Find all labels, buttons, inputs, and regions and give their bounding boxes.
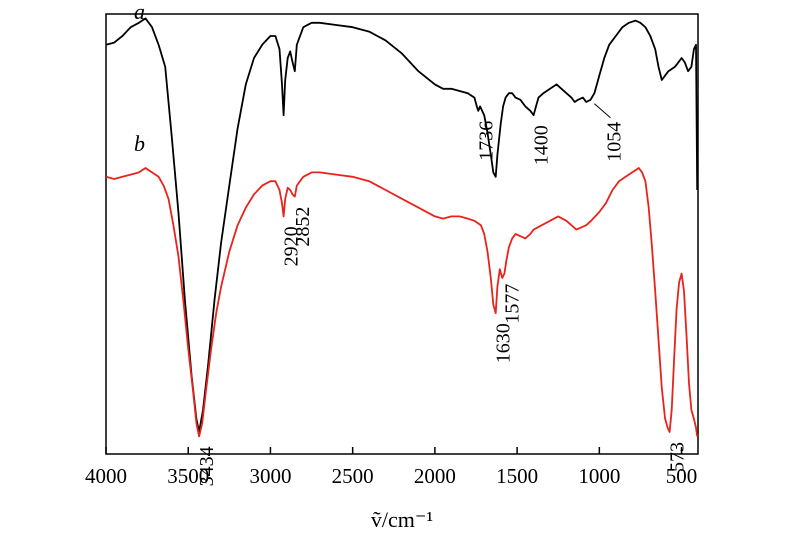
x-tick-label-2500: 2500 (332, 464, 374, 488)
x-tick-label-2000: 2000 (414, 464, 456, 488)
x-tick-label-3000: 3000 (249, 464, 291, 488)
x-tick-labels: 4000 3500 3000 2500 2000 1500 1000 500 (85, 464, 697, 488)
x-tick-label-4000: 4000 (85, 464, 127, 488)
x-tick-label-1500: 1500 (496, 464, 538, 488)
series-label-b: b (134, 131, 145, 156)
peak-label-1577: 1577 (501, 284, 523, 324)
x-axis-title: ṽ/cm⁻¹ (371, 507, 433, 532)
peak-label-1400: 1400 (531, 125, 553, 165)
series-line-a (105, 17, 699, 433)
series-lines (105, 17, 699, 438)
peak-label-2920: 2920 (281, 226, 303, 266)
peak-label-1630: 1630 (493, 323, 515, 363)
x-tick-label-500: 500 (666, 464, 698, 488)
series-labels: ab (134, 0, 145, 156)
peak-label-3434: 3434 (196, 446, 218, 486)
peak-label-2852: 2852 (292, 207, 314, 247)
peak-label-573: 573 (667, 442, 689, 472)
x-ticks (105, 447, 683, 454)
x-tick-label-1000: 1000 (578, 464, 620, 488)
x-tick-label-3500: 3500 (167, 464, 209, 488)
peak-leader-1054 (594, 103, 611, 119)
series-label-a: a (134, 0, 145, 24)
peak-label-1736: 1736 (475, 121, 497, 161)
plot-frame (105, 13, 699, 455)
peak-label-1054: 1054 (604, 122, 626, 162)
series-line-b (105, 167, 699, 438)
